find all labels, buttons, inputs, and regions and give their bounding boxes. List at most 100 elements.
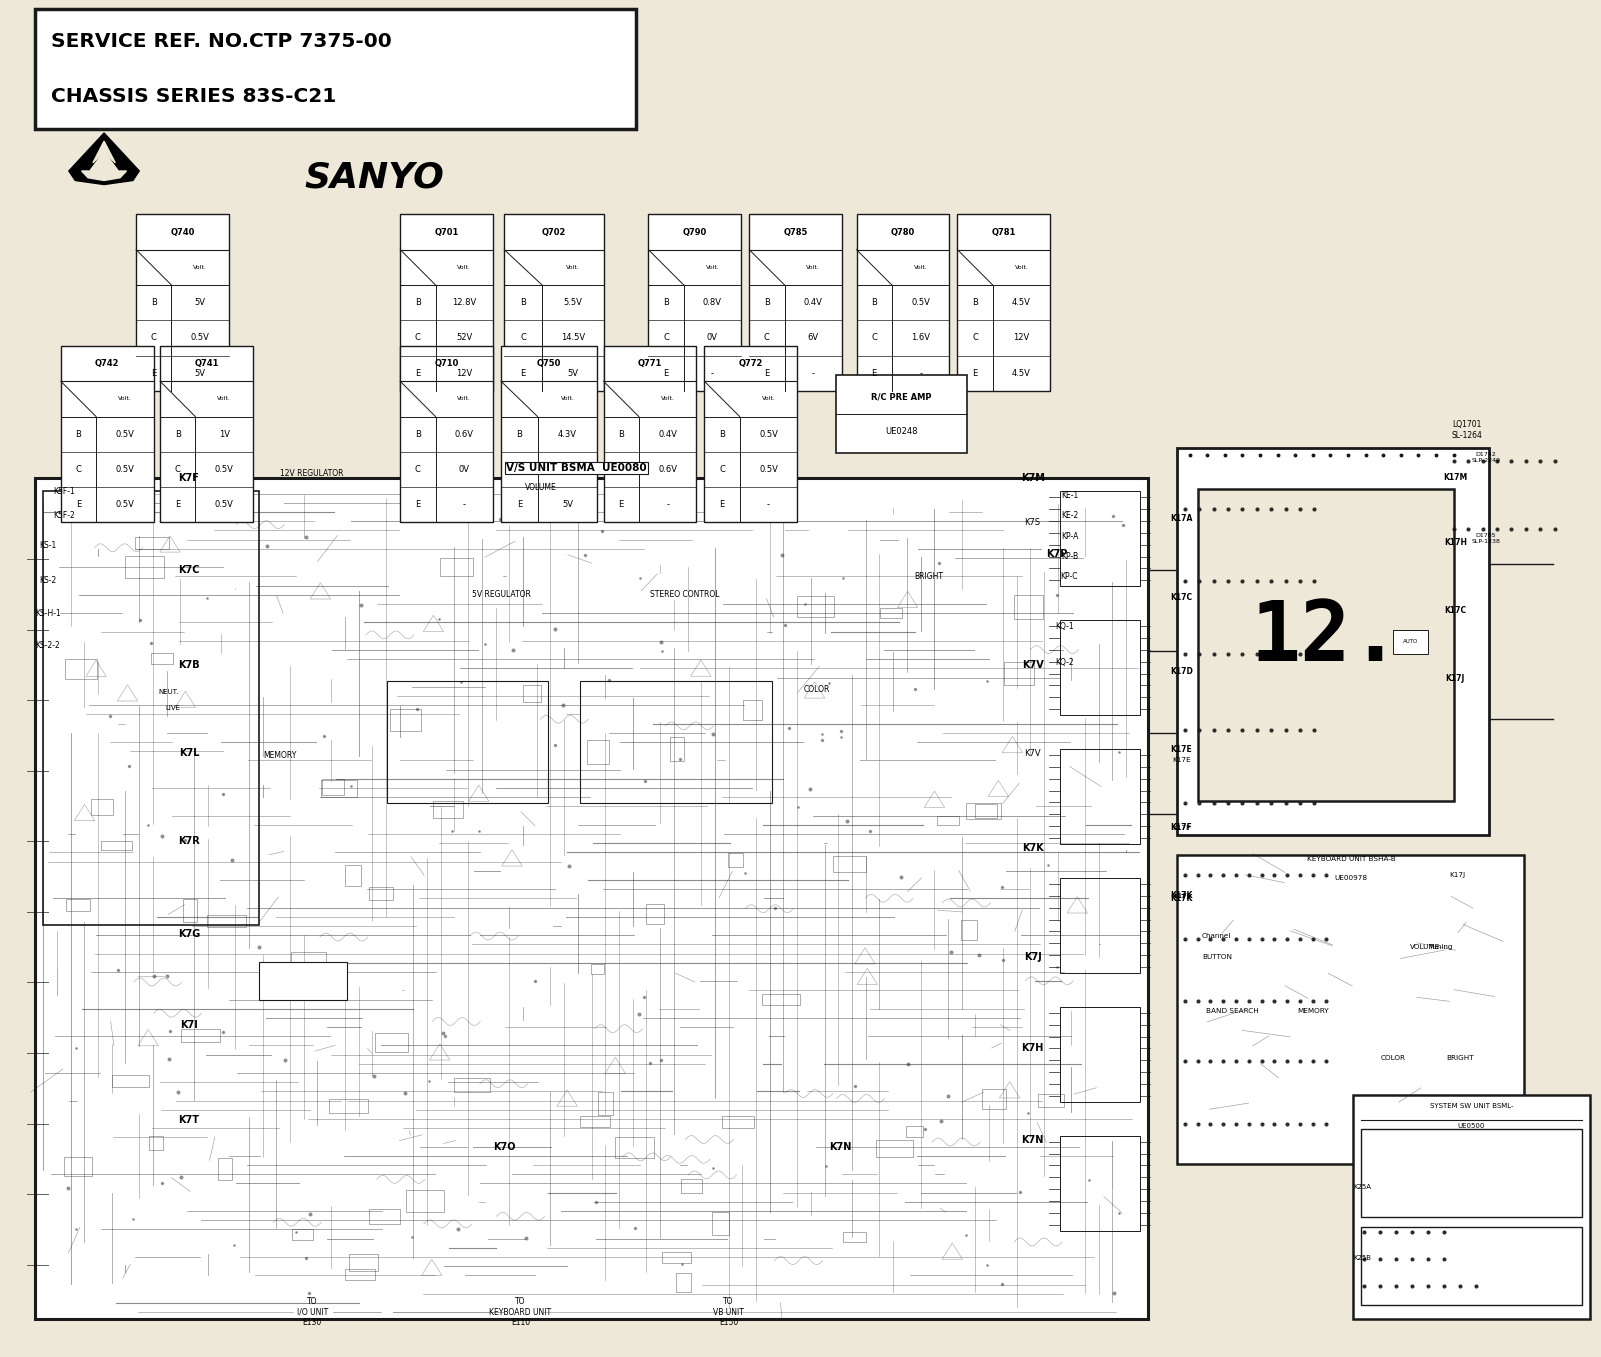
Bar: [645, 905, 664, 924]
Text: Q741: Q741: [194, 360, 219, 368]
Text: B: B: [175, 430, 181, 438]
Text: KS-H-1: KS-H-1: [35, 609, 61, 617]
Bar: [101, 841, 131, 849]
Text: C: C: [415, 334, 421, 342]
Bar: [136, 214, 229, 391]
Bar: [440, 558, 472, 577]
Text: Q790: Q790: [682, 228, 708, 236]
Bar: [400, 346, 493, 522]
Text: Volt.: Volt.: [565, 265, 580, 270]
Text: 5V: 5V: [195, 299, 205, 307]
Text: K17A: K17A: [1170, 514, 1193, 522]
Text: E: E: [972, 369, 978, 377]
Text: K17K: K17K: [1170, 892, 1193, 900]
Text: BRIGHT: BRIGHT: [1446, 1056, 1475, 1061]
Text: 1V: 1V: [219, 430, 229, 438]
Text: 0.5V: 0.5V: [115, 465, 134, 474]
Bar: [615, 1137, 655, 1158]
Text: BAND SEARCH: BAND SEARCH: [1207, 1008, 1258, 1014]
Text: Volt.: Volt.: [661, 396, 674, 402]
Text: E: E: [517, 501, 522, 509]
Bar: [580, 1115, 610, 1126]
Bar: [712, 1212, 728, 1235]
Bar: [833, 856, 866, 873]
Bar: [434, 801, 463, 818]
Text: -: -: [919, 369, 922, 377]
Text: K7M: K7M: [1021, 472, 1044, 483]
Text: E: E: [415, 369, 421, 377]
Bar: [1060, 620, 1140, 715]
Bar: [682, 1178, 701, 1193]
Text: K7C: K7C: [178, 565, 200, 575]
Text: 4.8V: 4.8V: [557, 465, 576, 474]
Text: K17C: K17C: [1444, 607, 1467, 615]
Text: K7T: K7T: [178, 1114, 200, 1125]
Bar: [91, 799, 112, 816]
Text: 0.8V: 0.8V: [703, 299, 722, 307]
Text: E: E: [663, 369, 669, 377]
Text: Q710: Q710: [434, 360, 459, 368]
Text: Q701: Q701: [434, 228, 459, 236]
Text: B: B: [618, 430, 624, 438]
Bar: [671, 737, 684, 760]
Bar: [961, 920, 977, 940]
Text: KS-1: KS-1: [40, 541, 56, 550]
Bar: [749, 214, 842, 391]
Text: 52V: 52V: [456, 334, 472, 342]
Bar: [1060, 1136, 1140, 1231]
Text: 5V: 5V: [567, 369, 578, 377]
Text: K7J: K7J: [1023, 951, 1042, 962]
Bar: [876, 1140, 914, 1158]
Text: E: E: [871, 369, 877, 377]
Bar: [181, 1029, 219, 1042]
Bar: [1177, 855, 1524, 1164]
Text: Volt.: Volt.: [194, 265, 207, 270]
Text: Q740: Q740: [170, 228, 195, 236]
Text: TO
I/O UNIT
E130: TO I/O UNIT E130: [296, 1297, 328, 1327]
Text: E: E: [520, 369, 525, 377]
Text: KP-B: KP-B: [1061, 552, 1077, 560]
Bar: [906, 1126, 924, 1137]
Text: C: C: [764, 334, 770, 342]
Text: K17E: K17E: [1170, 745, 1193, 753]
Text: E: E: [618, 501, 624, 509]
Text: VOLUME: VOLUME: [525, 483, 557, 491]
Bar: [676, 1273, 692, 1292]
Bar: [218, 1158, 232, 1181]
Text: 12V REGULATOR: 12V REGULATOR: [280, 470, 344, 478]
Text: K25B: K25B: [1353, 1255, 1372, 1261]
Text: C: C: [517, 465, 522, 474]
Text: 1.6V: 1.6V: [911, 334, 930, 342]
Text: B: B: [719, 430, 725, 438]
Text: BUTTON: BUTTON: [1202, 954, 1231, 959]
Text: KE-1: KE-1: [1061, 491, 1077, 499]
Bar: [391, 710, 421, 731]
Text: LIVE: LIVE: [165, 706, 181, 711]
Text: KQ-2: KQ-2: [1055, 658, 1074, 666]
Text: D1742
SLP-2249: D1742 SLP-2249: [1471, 452, 1500, 463]
Text: -: -: [463, 501, 466, 509]
Bar: [43, 491, 259, 925]
Text: E: E: [415, 501, 421, 509]
Bar: [349, 1254, 378, 1270]
Bar: [149, 1136, 163, 1149]
Text: AUTO: AUTO: [1402, 639, 1418, 645]
Bar: [586, 741, 610, 764]
Bar: [937, 816, 959, 825]
Bar: [728, 852, 743, 867]
Text: K7P: K7P: [1045, 548, 1068, 559]
Text: Channel: Channel: [1202, 934, 1231, 939]
Bar: [836, 375, 967, 453]
Text: Q702: Q702: [541, 228, 567, 236]
Text: 12.8V: 12.8V: [451, 299, 477, 307]
Bar: [61, 346, 154, 522]
Bar: [35, 9, 636, 129]
Bar: [64, 1158, 93, 1177]
Text: Volt.: Volt.: [560, 396, 575, 402]
Bar: [504, 214, 604, 391]
Text: -: -: [666, 501, 669, 509]
Bar: [322, 780, 357, 797]
Bar: [1060, 749, 1140, 844]
Text: K7N: K7N: [1021, 1134, 1044, 1145]
Text: K7I: K7I: [179, 1019, 199, 1030]
